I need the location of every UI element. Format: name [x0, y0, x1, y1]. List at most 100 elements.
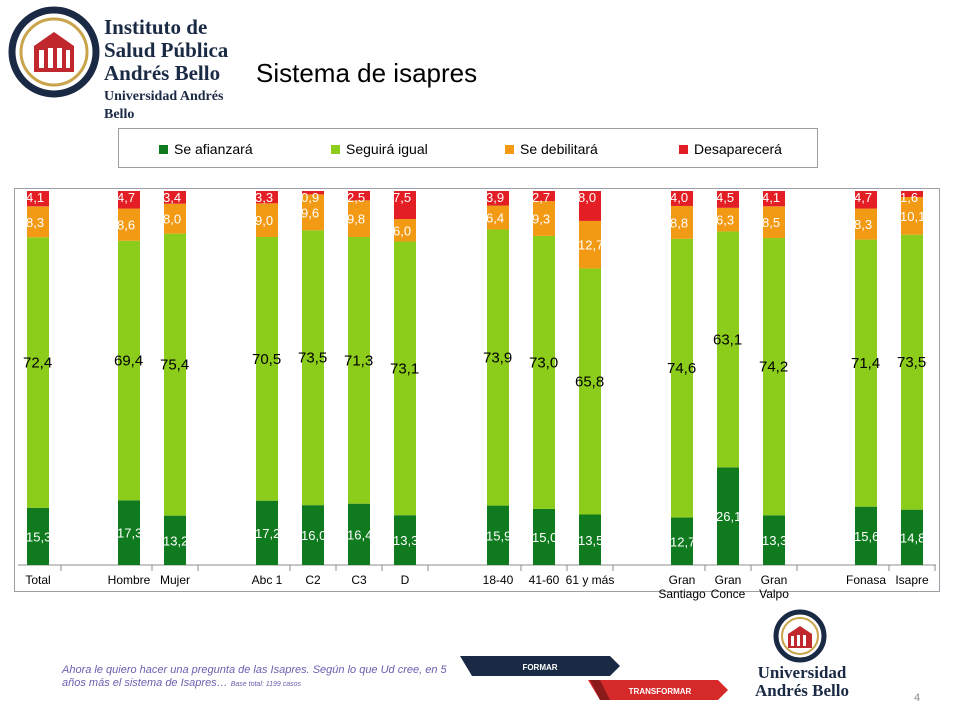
data-label: 8,3 — [854, 217, 872, 232]
bar-segment — [394, 219, 416, 242]
legend-item-seguira: Seguirá igual — [331, 141, 428, 157]
data-label: 16,0 — [301, 528, 326, 543]
banner-fold-shape — [590, 680, 610, 700]
legend-swatch-debilitara — [505, 144, 514, 154]
data-label: 75,4 — [160, 357, 189, 374]
bar-segment — [164, 515, 186, 565]
logo-line-2: Salud Pública — [104, 38, 229, 62]
university-name: Universidad Andrés Bello — [746, 664, 858, 700]
data-label: 4,0 — [670, 190, 688, 205]
bar-segment — [671, 205, 693, 239]
category-label: Fonasa — [846, 573, 886, 587]
bar-segment — [717, 191, 739, 208]
logo-line-1: Instituto de — [104, 15, 208, 39]
bar-group: 15,6 71,4 8,3 4,7 — [851, 190, 880, 565]
data-label: 26,1 — [716, 509, 741, 524]
category-label: Santiago — [658, 587, 706, 601]
bar-segment — [302, 194, 324, 231]
bar-segment — [579, 514, 601, 565]
data-label: 4,1 — [26, 190, 44, 205]
bar-segment — [27, 507, 49, 565]
data-label: 16,4 — [347, 527, 372, 542]
legend-label-seguira: Seguirá igual — [346, 141, 428, 157]
data-label: 73,5 — [298, 350, 327, 367]
data-label: 8,5 — [762, 215, 780, 230]
bar-segment — [118, 240, 140, 501]
data-label: 2,5 — [347, 190, 365, 205]
bar-segment — [118, 191, 140, 209]
data-label: 17,2 — [255, 526, 280, 541]
university-line-1: Universidad — [757, 663, 847, 682]
data-label: 70,5 — [252, 351, 281, 368]
data-label: 63,1 — [713, 331, 742, 348]
bar-segment — [394, 241, 416, 516]
bar-segment — [671, 191, 693, 206]
data-label: 4,1 — [762, 190, 780, 205]
legend-item-afianzara: Se afianzará — [159, 141, 253, 157]
data-label: 8,8 — [670, 215, 688, 230]
bar-segment — [717, 467, 739, 565]
data-label: 7,5 — [393, 190, 411, 205]
bar-segment — [27, 237, 49, 508]
data-label: 9,0 — [255, 213, 273, 228]
bar-segment — [579, 191, 601, 221]
bar-segment — [487, 191, 509, 206]
bar-segment — [27, 191, 49, 207]
bar-segment — [717, 207, 739, 232]
bar-segment — [394, 191, 416, 220]
data-label: 4,5 — [716, 190, 734, 205]
bar-segment — [487, 205, 509, 230]
category-label: Isapre — [895, 573, 929, 587]
bar-segment — [394, 515, 416, 565]
bar-segment — [855, 239, 877, 507]
data-label: 65,8 — [575, 373, 604, 390]
bar-segment — [302, 505, 324, 565]
category-label: C3 — [351, 573, 367, 587]
data-label: 17,3 — [117, 526, 142, 541]
category-label: 18-40 — [483, 573, 514, 587]
legend-swatch-desaparecera — [679, 144, 688, 154]
data-label: 73,5 — [897, 354, 926, 371]
university-line-2: Andrés Bello — [755, 681, 849, 700]
bar-group: 15,9 73,9 6,4 3,9 — [483, 190, 512, 565]
bar-segment — [855, 208, 877, 240]
data-label: 4,7 — [854, 190, 872, 205]
bar-group: 17,2 70,5 9,0 3,3 — [252, 190, 281, 565]
data-label: 12,7 — [578, 238, 603, 253]
data-label: 8,6 — [117, 218, 135, 233]
bar-group: 14,8 73,5 10,1 1,6 — [897, 190, 926, 565]
bar-segment — [901, 191, 923, 197]
university-seal-icon — [773, 609, 827, 663]
data-label: 6,4 — [486, 211, 504, 226]
bar-segment — [901, 196, 923, 235]
bar-segment — [27, 206, 49, 238]
bar-segment — [763, 191, 785, 207]
logo-line-3: Andrés Bello — [104, 61, 221, 85]
bar-segment — [763, 515, 785, 565]
data-label: 2,7 — [532, 190, 550, 205]
footnote-base: Base total: 1199 casos — [230, 681, 302, 688]
bar-segment — [533, 201, 555, 236]
bar-segment — [671, 238, 693, 518]
category-label: Gran — [669, 573, 696, 587]
category-label: Gran — [715, 573, 742, 587]
bar-group: 13,3 73,1 6,0 7,5 — [390, 190, 419, 565]
banner-formar-shape — [460, 656, 620, 676]
bar-group: 13,2 75,4 8,0 3,4 — [160, 190, 189, 565]
data-label: 15,0 — [532, 530, 557, 545]
chart-legend: Se afianzará Seguirá igual Se debilitará… — [118, 128, 818, 168]
data-label: 1,6 — [900, 190, 918, 205]
data-label: 12,7 — [670, 534, 695, 549]
logo-line-4: Universidad Andrés Bello — [104, 89, 224, 122]
bar-group: 26,1 63,1 6,3 4,5 — [713, 190, 742, 565]
data-label: 8,3 — [26, 215, 44, 230]
bar-segment — [487, 505, 509, 565]
banner-formar-label: FORMAR — [522, 663, 557, 672]
category-label: 41-60 — [529, 573, 560, 587]
bar-group: 16,4 71,3 9,8 2,5 — [344, 190, 373, 565]
bottom-banner: FORMAR TRANSFORMAR — [460, 656, 728, 700]
bar-segment — [855, 506, 877, 565]
bar-segment — [256, 203, 278, 238]
bar-segment — [901, 234, 923, 510]
